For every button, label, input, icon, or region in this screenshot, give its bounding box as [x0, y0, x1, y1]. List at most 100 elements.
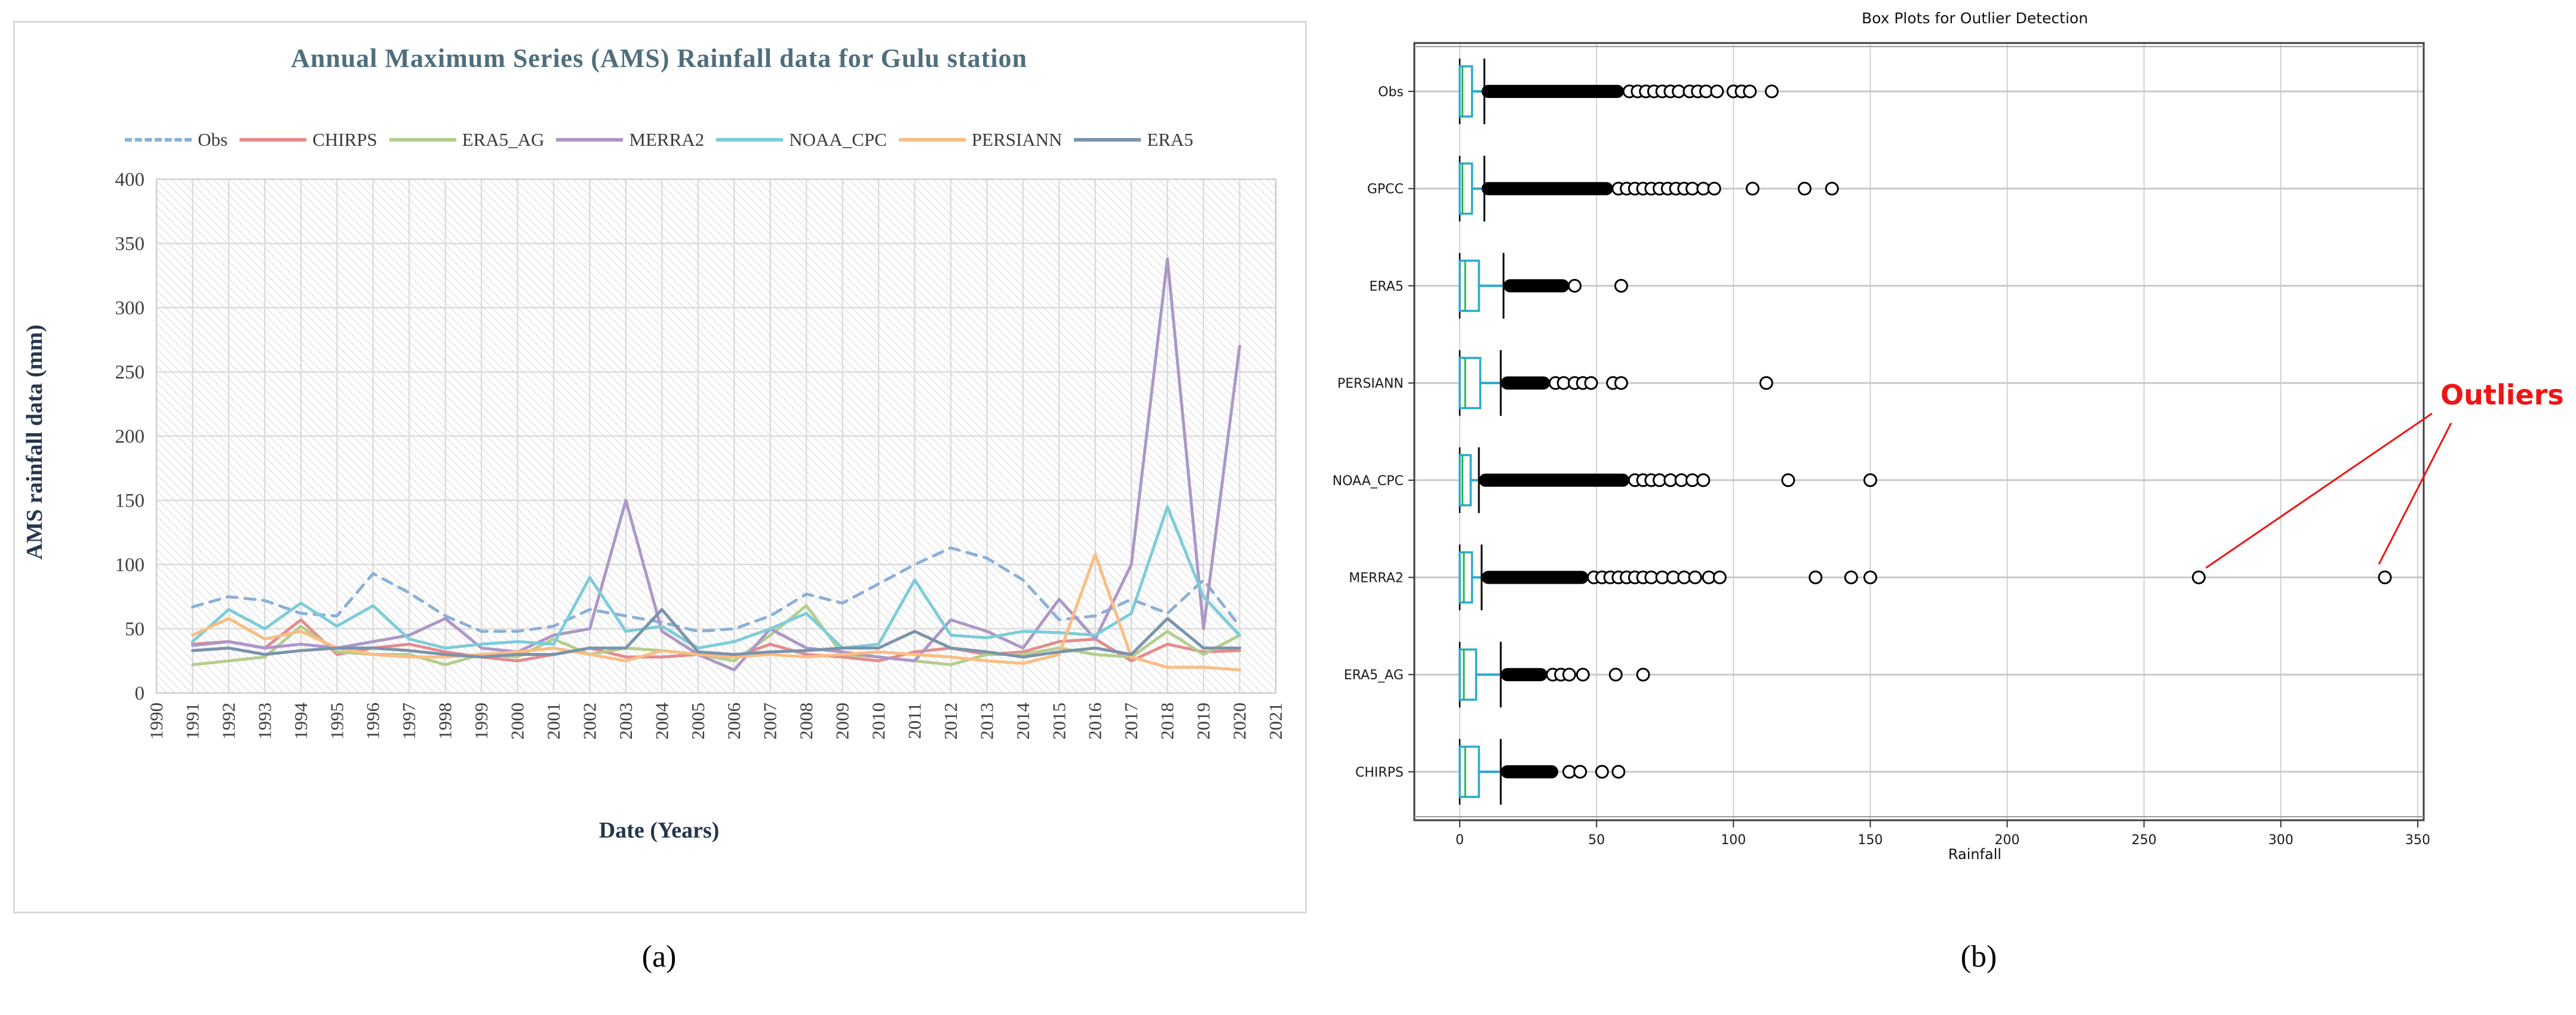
outlier-point [1764, 84, 1779, 99]
outlier-point [1576, 667, 1590, 682]
legend-swatch-CHIRPS [240, 138, 307, 142]
outlier-point [2378, 571, 2392, 584]
svg-text:150: 150 [115, 490, 145, 512]
svg-text:2001: 2001 [543, 703, 564, 740]
svg-text:2012: 2012 [940, 703, 961, 740]
dense-outlier-band [1479, 473, 1630, 487]
svg-text:1994: 1994 [290, 703, 311, 740]
svg-text:300: 300 [2268, 833, 2293, 848]
dense-outlier-band [1500, 376, 1550, 390]
outlier-point [1614, 278, 1628, 293]
dense-outlier-band [1481, 85, 1624, 98]
y-tick-labels: 0 50 100 150 200 250 300 350 400 [115, 169, 145, 704]
box-row-ERA5 [1459, 253, 1628, 319]
box-row-PERSIANN [1459, 350, 1773, 416]
box-row-CHIRPS [1459, 738, 1626, 805]
box [1459, 454, 1472, 507]
box [1459, 648, 1478, 701]
svg-text:CHIRPS: CHIRPS [1355, 765, 1404, 780]
svg-text:ERA5: ERA5 [1370, 279, 1404, 294]
box-row-ERA5_AG [1459, 642, 1650, 708]
svg-text:2000: 2000 [507, 703, 528, 740]
svg-text:2014: 2014 [1012, 703, 1033, 740]
svg-text:Obs: Obs [1378, 85, 1404, 100]
legend-label: ERA5 [1147, 129, 1193, 150]
svg-text:0: 0 [1456, 833, 1464, 848]
dense-outlier-band [1503, 279, 1570, 293]
series-line-MERRA2 [191, 257, 1242, 671]
panel-b-title: Box Plots for Outlier Detection [1861, 10, 2089, 27]
svg-text:2010: 2010 [868, 703, 889, 740]
series-lines [191, 257, 1242, 671]
legend-item-MERRA2: MERRA2 [556, 129, 704, 151]
svg-text:2020: 2020 [1229, 703, 1250, 740]
box-plots [1459, 59, 2392, 805]
box-row-NOAA_CPC [1459, 447, 1877, 513]
legend-item-ERA5: ERA5 [1074, 129, 1193, 151]
svg-text:1992: 1992 [218, 703, 239, 740]
caption-a: (a) [641, 940, 677, 974]
outlier-point [1688, 571, 1702, 584]
outlier-point [1584, 376, 1598, 390]
svg-text:1991: 1991 [182, 703, 202, 740]
legend-label: NOAA_CPC [789, 129, 887, 150]
svg-text:1993: 1993 [254, 703, 275, 740]
box [1459, 357, 1482, 409]
svg-text:GPCC: GPCC [1367, 182, 1404, 197]
outlier-point [1863, 571, 1877, 584]
outlier-point [1745, 182, 1760, 196]
svg-text:2008: 2008 [796, 703, 816, 740]
outlier-point [1712, 571, 1727, 584]
outliers-annotation: Outliers [2440, 379, 2564, 411]
svg-text:1990: 1990 [146, 703, 167, 740]
svg-text:2019: 2019 [1193, 703, 1214, 740]
outlier-point [1573, 765, 1588, 779]
outlier-point [1863, 473, 1877, 487]
panel-b-chart-svg: 0 50 100 150 200 250 300 350 Obs GPCC ERA5 PERSIANN… [1332, 42, 2452, 848]
series-line-ERA5 [191, 608, 1242, 659]
legend-item-ERA5_AG: ERA5_AG [389, 129, 544, 151]
svg-text:50: 50 [125, 619, 145, 640]
legend-label: MERRA2 [629, 129, 705, 150]
svg-text:2003: 2003 [615, 703, 636, 740]
outlier-point [1809, 571, 1823, 584]
svg-text:1997: 1997 [398, 703, 419, 740]
panel-a-chart-svg: 0 50 100 150 200 250 300 350 400 1990 1991 1992 1993… [115, 169, 1287, 740]
dense-outlier-band [1500, 765, 1558, 778]
svg-text:NOAA_CPC: NOAA_CPC [1332, 474, 1404, 489]
y-category-labels: Obs GPCC ERA5 PERSIANN NOAA_CPC MERRA2 ERA5_AG… [1332, 85, 1414, 780]
outlier-point [1636, 667, 1650, 682]
dense-outlier-band [1481, 182, 1613, 195]
svg-text:2021: 2021 [1265, 703, 1286, 740]
series-line-NOAA_CPC [191, 505, 1242, 650]
svg-text:PERSIANN: PERSIANN [1337, 376, 1404, 391]
legend-swatch-MERRA2 [556, 138, 624, 142]
svg-text:2007: 2007 [760, 703, 781, 740]
svg-text:1995: 1995 [326, 703, 347, 740]
svg-text:200: 200 [115, 426, 145, 447]
outlier-point [2191, 571, 2206, 584]
panel-a-legend: Obs CHIRPS ERA5_AG MERRA2 NOAA_CPC PERSIANN ER… [13, 129, 1305, 151]
outlier-point [1797, 182, 1812, 196]
svg-text:MERRA2: MERRA2 [1349, 571, 1404, 586]
svg-text:2016: 2016 [1085, 703, 1106, 740]
svg-text:ERA5_AG: ERA5_AG [1344, 668, 1404, 683]
legend-item-CHIRPS: CHIRPS [240, 129, 377, 151]
outlier-point [1611, 765, 1626, 779]
outlier-point [1595, 765, 1609, 779]
box [1459, 746, 1480, 798]
legend-label: Obs [198, 129, 228, 150]
svg-text:1996: 1996 [363, 703, 383, 740]
dense-outlier-band [1500, 668, 1548, 682]
panel-a-x-axis-label: Date (Years) [598, 818, 720, 843]
svg-text:100: 100 [115, 554, 145, 576]
dense-outlier-band [1481, 571, 1589, 584]
svg-text:400: 400 [115, 169, 145, 191]
svg-text:1998: 1998 [435, 703, 456, 740]
legend-swatch-PERSIANN [898, 138, 966, 142]
legend-item-NOAA_CPC: NOAA_CPC [716, 129, 887, 151]
svg-text:350: 350 [2405, 833, 2430, 848]
svg-text:250: 250 [2132, 833, 2157, 848]
legend-item-Obs: Obs [125, 129, 228, 151]
